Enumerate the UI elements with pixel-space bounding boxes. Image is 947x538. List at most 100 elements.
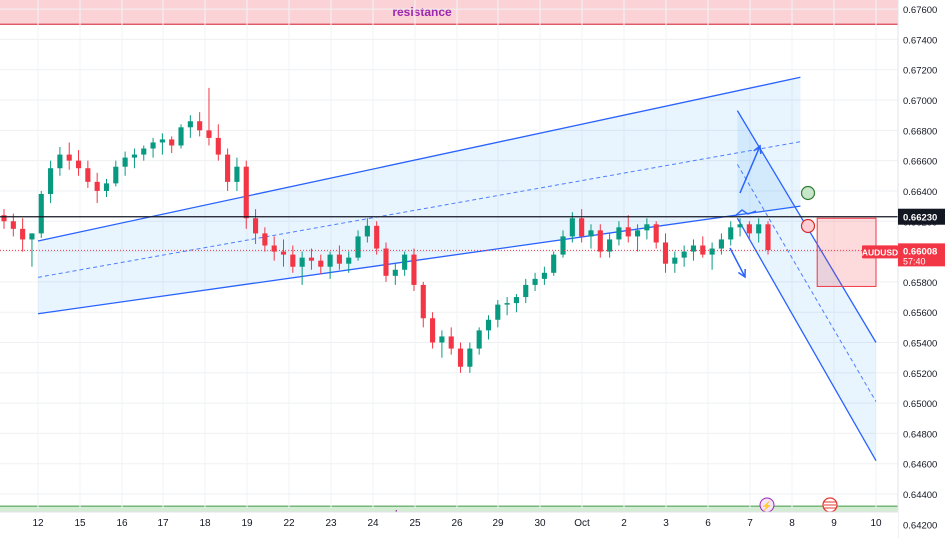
time-tick-label: 23 — [325, 518, 337, 529]
candle-body — [718, 239, 724, 249]
candle-body — [225, 154, 231, 182]
marked-level-tag — [898, 208, 945, 225]
candle-body — [75, 160, 82, 169]
candle-body — [560, 236, 566, 255]
candle-body — [523, 284, 529, 298]
candle-body — [653, 224, 659, 243]
candle-body — [197, 121, 203, 131]
marked-level-tag-text: 0.66230 — [903, 213, 937, 224]
projection-arrow-down-head — [737, 268, 746, 279]
candle-body — [374, 225, 380, 249]
level-layer — [0, 216, 898, 251]
time-tick-label: 9 — [831, 518, 837, 529]
projection-path — [734, 209, 757, 217]
candle-body — [485, 319, 492, 331]
candle-body — [141, 148, 147, 155]
price-tick-label: 0.67600 — [903, 5, 937, 16]
descending-channel-lower — [736, 217, 877, 462]
candle-body — [103, 183, 110, 191]
candle-body — [625, 227, 631, 237]
candle-body — [131, 154, 138, 158]
candle-body — [29, 233, 35, 240]
projection-arrow-up-head — [753, 144, 762, 155]
candle-body — [690, 245, 697, 252]
time-axis-bg — [0, 512, 898, 538]
candle-body — [504, 303, 510, 305]
channel-layer — [37, 76, 877, 462]
price-tick-label: 0.67200 — [903, 66, 937, 77]
bearish-target-circle — [800, 218, 816, 234]
lightning-event-glyph: ⚡ — [761, 500, 772, 512]
candle-body — [57, 154, 63, 169]
descending-channel-median — [736, 164, 877, 402]
price-tick-label: 0.65200 — [903, 369, 937, 380]
time-tick-label: 30 — [534, 518, 546, 529]
candle-body — [94, 181, 100, 191]
time-tick-label: 15 — [74, 518, 86, 529]
ascending-channel-upper — [37, 76, 801, 242]
candle-body — [122, 157, 128, 167]
candle-body — [299, 257, 305, 267]
price-tick-label: 0.64200 — [903, 520, 937, 531]
candle-body — [476, 330, 482, 349]
candle-body — [737, 224, 743, 228]
candle-body — [113, 166, 119, 184]
grid-layer — [0, 0, 898, 525]
projection-arrow-down-shaft — [729, 247, 746, 278]
time-tick-label: 25 — [409, 518, 421, 529]
candle-body — [392, 269, 398, 276]
candle-body — [318, 260, 324, 267]
candle-body — [48, 168, 54, 194]
price-tick-label: 0.64600 — [903, 460, 937, 471]
time-tick-label: 10 — [870, 518, 882, 529]
price-tick-label: 0.64400 — [903, 490, 937, 501]
ascending-channel-lower — [37, 205, 801, 315]
candle-body — [579, 218, 585, 237]
candle-body — [271, 245, 277, 252]
resistance-zone — [0, 0, 898, 25]
time-tick-label: 6 — [705, 518, 711, 529]
candle-body — [467, 348, 473, 367]
price-axis-bg — [898, 0, 947, 538]
candle-body — [234, 166, 240, 182]
price-tick-label: 0.67000 — [903, 96, 937, 107]
time-tick-label: 26 — [451, 518, 463, 529]
price-tick-label: 0.67400 — [903, 35, 937, 46]
time-tick-label: 17 — [157, 518, 169, 529]
candle-body — [728, 227, 734, 240]
candle-body — [308, 257, 315, 261]
time-tick-label: 7 — [747, 518, 753, 529]
price-tick-label: 0.65600 — [903, 308, 937, 319]
bullish-target-circle — [800, 185, 816, 201]
candle-body — [541, 272, 547, 279]
candle-body — [38, 193, 44, 234]
candle-body — [243, 166, 249, 219]
time-tick-label: 2 — [621, 518, 627, 529]
time-tick-label: 3 — [663, 518, 669, 529]
price-tick-label: 0.65000 — [903, 399, 937, 410]
time-tick-label: 24 — [367, 518, 379, 529]
price-tick-label: 0.66800 — [903, 126, 937, 137]
candle-body — [10, 221, 16, 229]
candle-body — [159, 139, 165, 143]
candle-body — [662, 242, 669, 264]
price-tick-label: 0.65400 — [903, 339, 937, 350]
price-tick-label: 0.64800 — [903, 429, 937, 440]
candle-body — [495, 304, 501, 320]
candles-layer — [1, 87, 771, 373]
candle-body — [616, 227, 622, 240]
projection-arrow-up-shaft — [739, 145, 761, 194]
candle-body — [448, 336, 454, 349]
price-tick-label: 0.65800 — [903, 278, 937, 289]
candle-body — [355, 236, 361, 258]
candle-body — [178, 127, 184, 146]
ascending-channel-fill — [38, 77, 801, 314]
ascending-channel-median — [37, 141, 801, 278]
candle-body — [513, 297, 520, 304]
candle-body — [607, 239, 613, 252]
candle-body — [346, 257, 352, 264]
time-tick-label: 19 — [241, 518, 253, 529]
candle-body — [765, 224, 771, 251]
candle-body — [457, 348, 464, 367]
time-tick-label: 29 — [492, 518, 504, 529]
